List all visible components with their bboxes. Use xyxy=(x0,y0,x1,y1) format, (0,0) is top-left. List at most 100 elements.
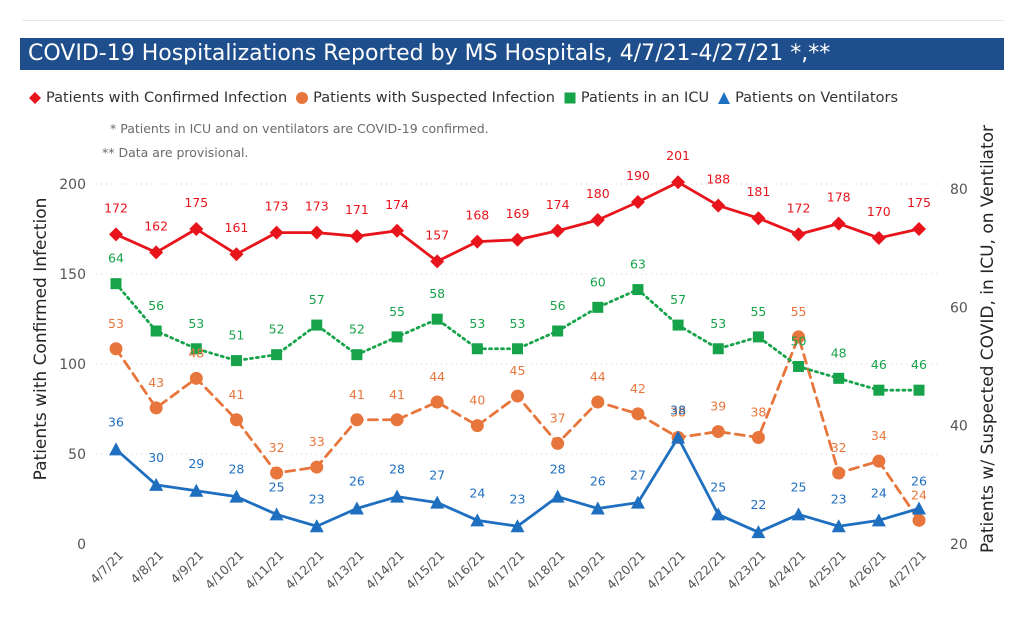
x-tick-label: 4/8/21 xyxy=(127,548,166,587)
data-label: 32 xyxy=(831,440,847,455)
x-tick-label: 4/13/21 xyxy=(322,548,367,593)
data-point-marker xyxy=(871,231,886,245)
data-point-marker xyxy=(149,477,164,491)
data-point-marker xyxy=(912,513,926,527)
data-point-marker xyxy=(310,460,324,474)
data-point-marker xyxy=(872,454,886,468)
x-tick-label: 4/26/21 xyxy=(844,548,889,593)
data-point-marker xyxy=(189,371,203,385)
data-point-marker xyxy=(189,483,204,497)
data-point-marker xyxy=(630,495,645,509)
y-tick-label-right: 80 xyxy=(950,182,968,198)
data-point-marker xyxy=(711,425,725,439)
data-label: 53 xyxy=(188,316,204,331)
data-label: 64 xyxy=(108,251,124,266)
data-point-marker xyxy=(390,489,405,503)
legend-item-ventilators[interactable]: Patients on Ventilators xyxy=(717,90,898,106)
data-point-marker xyxy=(150,325,162,337)
data-point-marker xyxy=(230,355,242,367)
data-label: 27 xyxy=(630,468,646,483)
y-tick-label-left: 0 xyxy=(77,537,86,553)
series-line xyxy=(114,282,921,392)
y-tick-label-left: 150 xyxy=(59,267,86,283)
data-label: 45 xyxy=(510,363,526,378)
legend-label-suspected: Patients with Suspected Infection xyxy=(313,90,555,106)
data-point-marker xyxy=(510,232,525,247)
legend-item-confirmed[interactable]: Patients with Confirmed Infection xyxy=(28,90,287,106)
x-tick-label: 4/16/21 xyxy=(443,548,488,593)
data-label: 41 xyxy=(349,387,365,402)
chart-title: COVID-19 Hospitalizations Reported by MS… xyxy=(20,38,1004,70)
x-tick-label: 4/10/21 xyxy=(202,548,247,593)
circle-icon xyxy=(296,92,309,104)
data-point-marker xyxy=(269,225,284,240)
data-label: 52 xyxy=(269,322,285,337)
data-point-marker xyxy=(511,389,524,403)
data-label: 26 xyxy=(349,474,365,489)
data-point-marker xyxy=(590,213,605,227)
data-label: 26 xyxy=(590,474,606,489)
data-point-marker xyxy=(391,331,403,343)
y-tick-label-left: 200 xyxy=(59,177,86,193)
y-tick-label-right: 20 xyxy=(950,537,968,553)
data-point-marker xyxy=(550,223,565,238)
data-point-marker xyxy=(471,343,483,355)
data-label: 173 xyxy=(305,199,329,214)
data-point-marker xyxy=(831,519,846,533)
data-point-marker xyxy=(912,501,926,515)
data-point-marker xyxy=(791,507,806,521)
data-label: 27 xyxy=(429,468,445,483)
data-point-marker xyxy=(551,436,565,450)
data-label: 60 xyxy=(590,274,606,289)
data-point-marker xyxy=(190,343,202,355)
x-tick-label: 4/20/21 xyxy=(603,548,648,593)
data-point-marker xyxy=(793,361,805,372)
data-point-marker xyxy=(751,525,766,539)
data-label: 24 xyxy=(469,485,485,500)
data-label: 56 xyxy=(550,298,566,313)
data-point-marker xyxy=(351,349,363,361)
data-point-marker xyxy=(109,227,123,242)
data-label: 46 xyxy=(871,357,887,372)
diamond-icon xyxy=(29,92,41,104)
data-label: 43 xyxy=(148,375,164,390)
data-point-marker xyxy=(229,489,244,503)
data-label: 22 xyxy=(750,497,766,512)
data-label: 175 xyxy=(907,195,931,210)
data-point-marker xyxy=(350,413,364,427)
data-label: 181 xyxy=(746,184,770,199)
data-label: 178 xyxy=(827,190,851,205)
x-tick-label: 4/15/21 xyxy=(403,548,448,593)
data-label: 53 xyxy=(510,316,526,331)
data-label: 29 xyxy=(188,456,204,471)
data-label: 50 xyxy=(791,334,807,349)
data-label: 171 xyxy=(345,202,369,217)
data-label: 40 xyxy=(469,393,485,408)
square-icon xyxy=(564,92,576,104)
data-label: 25 xyxy=(269,479,285,494)
y-axis-right-title: Patients w/ Suspected COVID, in ICU, on … xyxy=(978,125,998,553)
legend-item-icu[interactable]: Patients in an ICU xyxy=(563,90,709,106)
x-tick-label: 4/19/21 xyxy=(563,548,608,593)
data-label: 44 xyxy=(590,369,606,384)
data-label: 175 xyxy=(184,195,208,210)
x-tick-label: 4/23/21 xyxy=(724,548,769,593)
data-point-marker xyxy=(229,413,243,427)
data-point-marker xyxy=(592,301,604,313)
data-point-marker xyxy=(631,407,645,421)
data-point-marker xyxy=(752,331,764,343)
data-label: 36 xyxy=(108,414,124,429)
data-label: 24 xyxy=(911,487,927,502)
data-label: 42 xyxy=(630,381,646,396)
data-label: 23 xyxy=(510,491,526,506)
data-label: 172 xyxy=(104,200,128,215)
data-point-marker xyxy=(349,229,364,244)
x-tick-label: 4/18/21 xyxy=(523,548,568,593)
legend-item-suspected[interactable]: Patients with Suspected Infection xyxy=(295,90,555,106)
series-lines xyxy=(109,175,926,539)
data-label: 188 xyxy=(706,172,730,187)
data-label: 63 xyxy=(630,257,646,272)
data-point-marker xyxy=(792,330,806,344)
data-label: 28 xyxy=(389,462,405,477)
